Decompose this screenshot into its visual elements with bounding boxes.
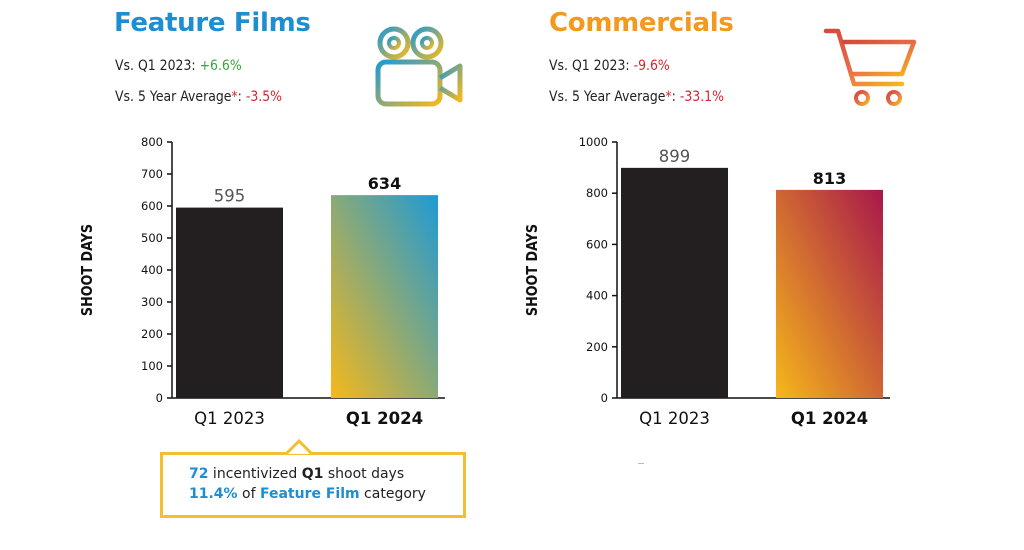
feature-films-vs-5yr-stat: Vs. 5 Year Average*: -3.5% — [115, 89, 282, 105]
y-tick-label: 700 — [141, 167, 163, 181]
y-tick-label: 0 — [156, 391, 163, 405]
x-category-label: Q1 2024 — [346, 409, 423, 428]
callout-line-2: 11.4% of Feature Film category — [189, 484, 463, 504]
incentivized-callout: 72 incentivized Q1 shoot days 11.4% of F… — [160, 452, 466, 518]
feature-films-title: Feature Films — [114, 8, 311, 38]
bar-value-label: 899 — [659, 147, 691, 166]
callout-pointer — [285, 439, 314, 455]
commercials-title: Commercials — [549, 8, 734, 38]
stat-label: Vs. Q1 2023: — [549, 58, 634, 74]
asterisk: * — [665, 89, 672, 105]
callout-text: of — [237, 486, 260, 502]
y-tick-label: 500 — [141, 231, 163, 245]
stat-colon: : — [671, 89, 680, 105]
y-tick-label: 600 — [586, 237, 608, 251]
y-tick-label: 300 — [141, 295, 163, 309]
y-tick-label: 800 — [141, 135, 163, 149]
y-tick-label: 1000 — [579, 135, 608, 149]
callout-line-1: 72 incentivized Q1 shoot days — [189, 464, 463, 484]
feature-films-vs-q1-stat: Vs. Q1 2023: +6.6% — [115, 58, 242, 74]
y-axis-label: SHOOT DAYS — [524, 224, 541, 316]
bar-value-label: 595 — [214, 187, 246, 206]
bar-q1-2023 — [176, 207, 283, 398]
bar-value-label: 813 — [813, 169, 846, 188]
stat-value: -3.5% — [245, 89, 283, 105]
x-category-label: Q1 2023 — [194, 409, 265, 428]
callout-text: incentivized — [208, 466, 302, 482]
callout-bold: Q1 — [301, 466, 324, 482]
bar-q1-2024 — [331, 195, 438, 398]
y-tick-label: 200 — [141, 327, 163, 341]
incentivized-share-pct: 11.4% — [189, 486, 238, 502]
film-camera-icon — [372, 22, 468, 112]
commercials-vs-q1-stat: Vs. Q1 2023: -9.6% — [549, 58, 670, 74]
y-axis-label: SHOOT DAYS — [79, 224, 96, 316]
bar-q1-2024 — [776, 189, 883, 398]
stat-label: Vs. 5 Year Average — [549, 89, 666, 105]
stat-value: +6.6% — [199, 58, 242, 74]
incentivized-days-count: 72 — [189, 466, 209, 482]
y-tick-label: 400 — [586, 289, 608, 303]
stat-value: -33.1% — [679, 89, 724, 105]
commercials-vs-5yr-stat: Vs. 5 Year Average*: -33.1% — [549, 89, 724, 105]
commercials-bar-chart: SHOOT DAYS 0 200 400 600 800 1000 899 Q1 2023 813… — [524, 135, 890, 428]
stat-value: -9.6% — [633, 58, 670, 74]
y-tick-label: 800 — [586, 186, 608, 200]
bar-q1-2023 — [621, 167, 728, 398]
y-tick-label: 100 — [141, 359, 163, 373]
y-tick-label: 400 — [141, 263, 163, 277]
y-tick-label: 0 — [601, 391, 608, 405]
asterisk: * — [231, 89, 238, 105]
callout-category: Feature Film — [259, 486, 360, 502]
x-category-label: Q1 2023 — [639, 409, 710, 428]
stat-colon: : — [237, 89, 246, 105]
stat-label: Vs. 5 Year Average — [115, 89, 232, 105]
x-category-label: Q1 2024 — [791, 409, 868, 428]
feature-films-bar-chart: SHOOT DAYS 0 100 200 300 400 500 600 700 800 595 Q1… — [79, 135, 445, 428]
divider-dot — [638, 463, 644, 464]
callout-text: category — [359, 486, 426, 502]
y-tick-label: 600 — [141, 199, 163, 213]
stat-label: Vs. Q1 2023: — [115, 58, 200, 74]
y-tick-label: 200 — [586, 340, 608, 354]
callout-text: shoot days — [323, 466, 405, 482]
shopping-cart-icon — [822, 26, 920, 114]
bar-value-label: 634 — [368, 174, 401, 193]
